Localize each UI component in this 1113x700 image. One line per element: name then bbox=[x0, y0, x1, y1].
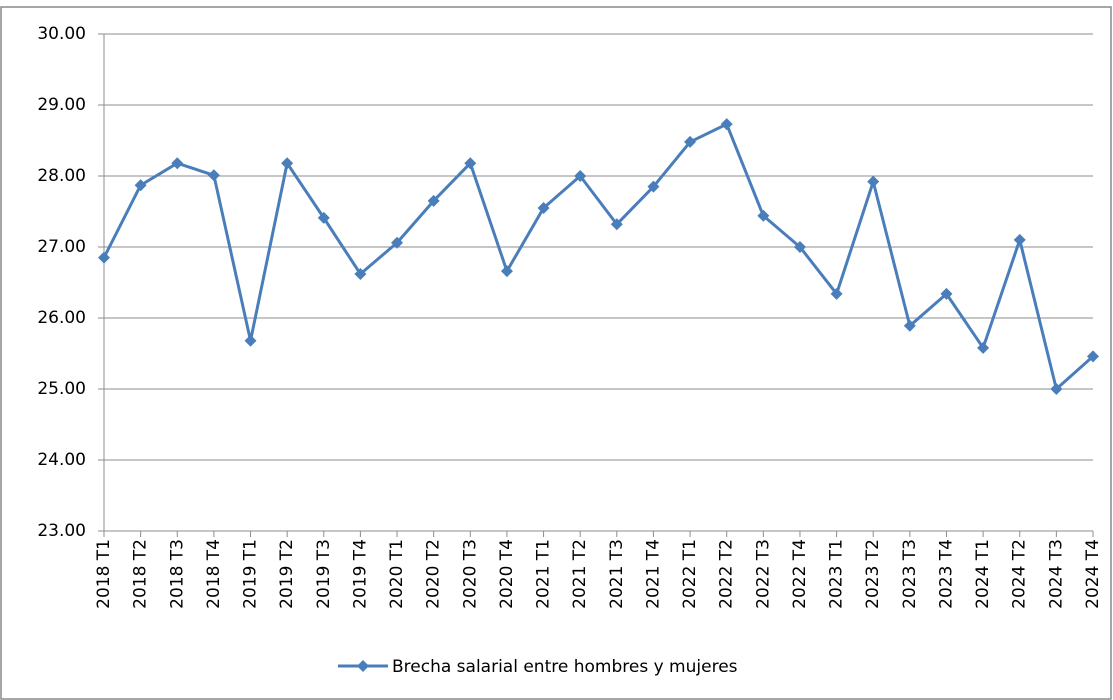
x-tick-label: 2019 T3 bbox=[314, 539, 334, 609]
data-point bbox=[464, 157, 477, 170]
x-tick-label: 2021 T2 bbox=[570, 539, 590, 609]
x-tick-label: 2024 T2 bbox=[1010, 539, 1030, 609]
x-tick-label: 2024 T4 bbox=[1083, 539, 1103, 609]
x-tick-label: 2019 T2 bbox=[277, 539, 297, 609]
data-point bbox=[1050, 383, 1063, 395]
x-tick-label: 2021 T4 bbox=[643, 539, 663, 609]
y-tick-label: 30.00 bbox=[37, 24, 86, 44]
y-tick-label: 24.00 bbox=[37, 450, 86, 470]
x-tick-label: 2022 T3 bbox=[753, 539, 773, 609]
legend-label: Brecha salarial entre hombres y mujeres bbox=[392, 657, 738, 677]
x-tick-label: 2019 T4 bbox=[350, 539, 370, 609]
x-tick-label: 2021 T1 bbox=[534, 539, 554, 609]
data-point bbox=[1087, 350, 1099, 363]
data-point bbox=[1013, 233, 1026, 246]
chart-frame bbox=[0, 6, 1112, 700]
data-point bbox=[903, 319, 916, 332]
data-point bbox=[867, 175, 880, 188]
data-line bbox=[102, 122, 1094, 391]
x-tick-label: 2023 T4 bbox=[936, 539, 956, 609]
x-tick-label: 2020 T2 bbox=[424, 539, 444, 609]
data-point bbox=[427, 194, 440, 207]
data-point bbox=[207, 169, 220, 182]
y-tick-label: 25.00 bbox=[37, 379, 86, 399]
x-tick-label: 2018 T3 bbox=[167, 539, 187, 609]
data-point bbox=[610, 218, 623, 231]
data-point bbox=[757, 209, 770, 222]
y-tick-label: 26.00 bbox=[37, 308, 86, 328]
x-tick-label: 2018 T4 bbox=[204, 539, 224, 609]
data-point bbox=[98, 251, 110, 264]
data-point bbox=[720, 118, 733, 131]
y-tick-label: 28.00 bbox=[37, 166, 86, 186]
y-tick-label: 27.00 bbox=[37, 237, 86, 257]
x-tick-label: 2020 T3 bbox=[460, 539, 480, 609]
data-point bbox=[574, 170, 587, 182]
y-tick-label: 23.00 bbox=[37, 521, 86, 541]
data-point bbox=[793, 241, 806, 253]
data-point bbox=[940, 287, 953, 300]
x-tick-label: 2022 T1 bbox=[680, 539, 700, 609]
data-point bbox=[281, 157, 294, 170]
x-tick-label: 2020 T4 bbox=[497, 539, 517, 609]
x-tick-label: 2021 T3 bbox=[607, 539, 627, 609]
legend-marker bbox=[357, 660, 369, 672]
y-tick-label: 29.00 bbox=[37, 95, 86, 115]
data-point bbox=[171, 157, 184, 170]
x-tick-label: 2023 T3 bbox=[900, 539, 920, 609]
data-point bbox=[500, 265, 513, 278]
x-tick-label: 2023 T1 bbox=[827, 539, 847, 609]
x-tick-label: 2018 T1 bbox=[94, 539, 114, 609]
data-point bbox=[354, 267, 367, 280]
x-tick-label: 2020 T1 bbox=[387, 539, 407, 609]
x-tick-label: 2019 T1 bbox=[241, 539, 261, 609]
data-point bbox=[244, 334, 257, 347]
data-point bbox=[134, 179, 147, 192]
data-point bbox=[317, 211, 330, 224]
data-point bbox=[830, 287, 843, 300]
x-tick-label: 2022 T2 bbox=[717, 539, 737, 609]
data-point bbox=[537, 201, 550, 214]
data-point bbox=[977, 341, 990, 354]
x-tick-label: 2024 T1 bbox=[973, 539, 993, 609]
data-point bbox=[391, 236, 404, 249]
x-tick-label: 2018 T2 bbox=[131, 539, 151, 609]
data-point bbox=[647, 180, 660, 193]
x-tick-label: 2024 T3 bbox=[1046, 539, 1066, 609]
x-tick-label: 2022 T4 bbox=[790, 539, 810, 609]
x-tick-label: 2023 T2 bbox=[863, 539, 883, 609]
data-point bbox=[684, 135, 697, 148]
